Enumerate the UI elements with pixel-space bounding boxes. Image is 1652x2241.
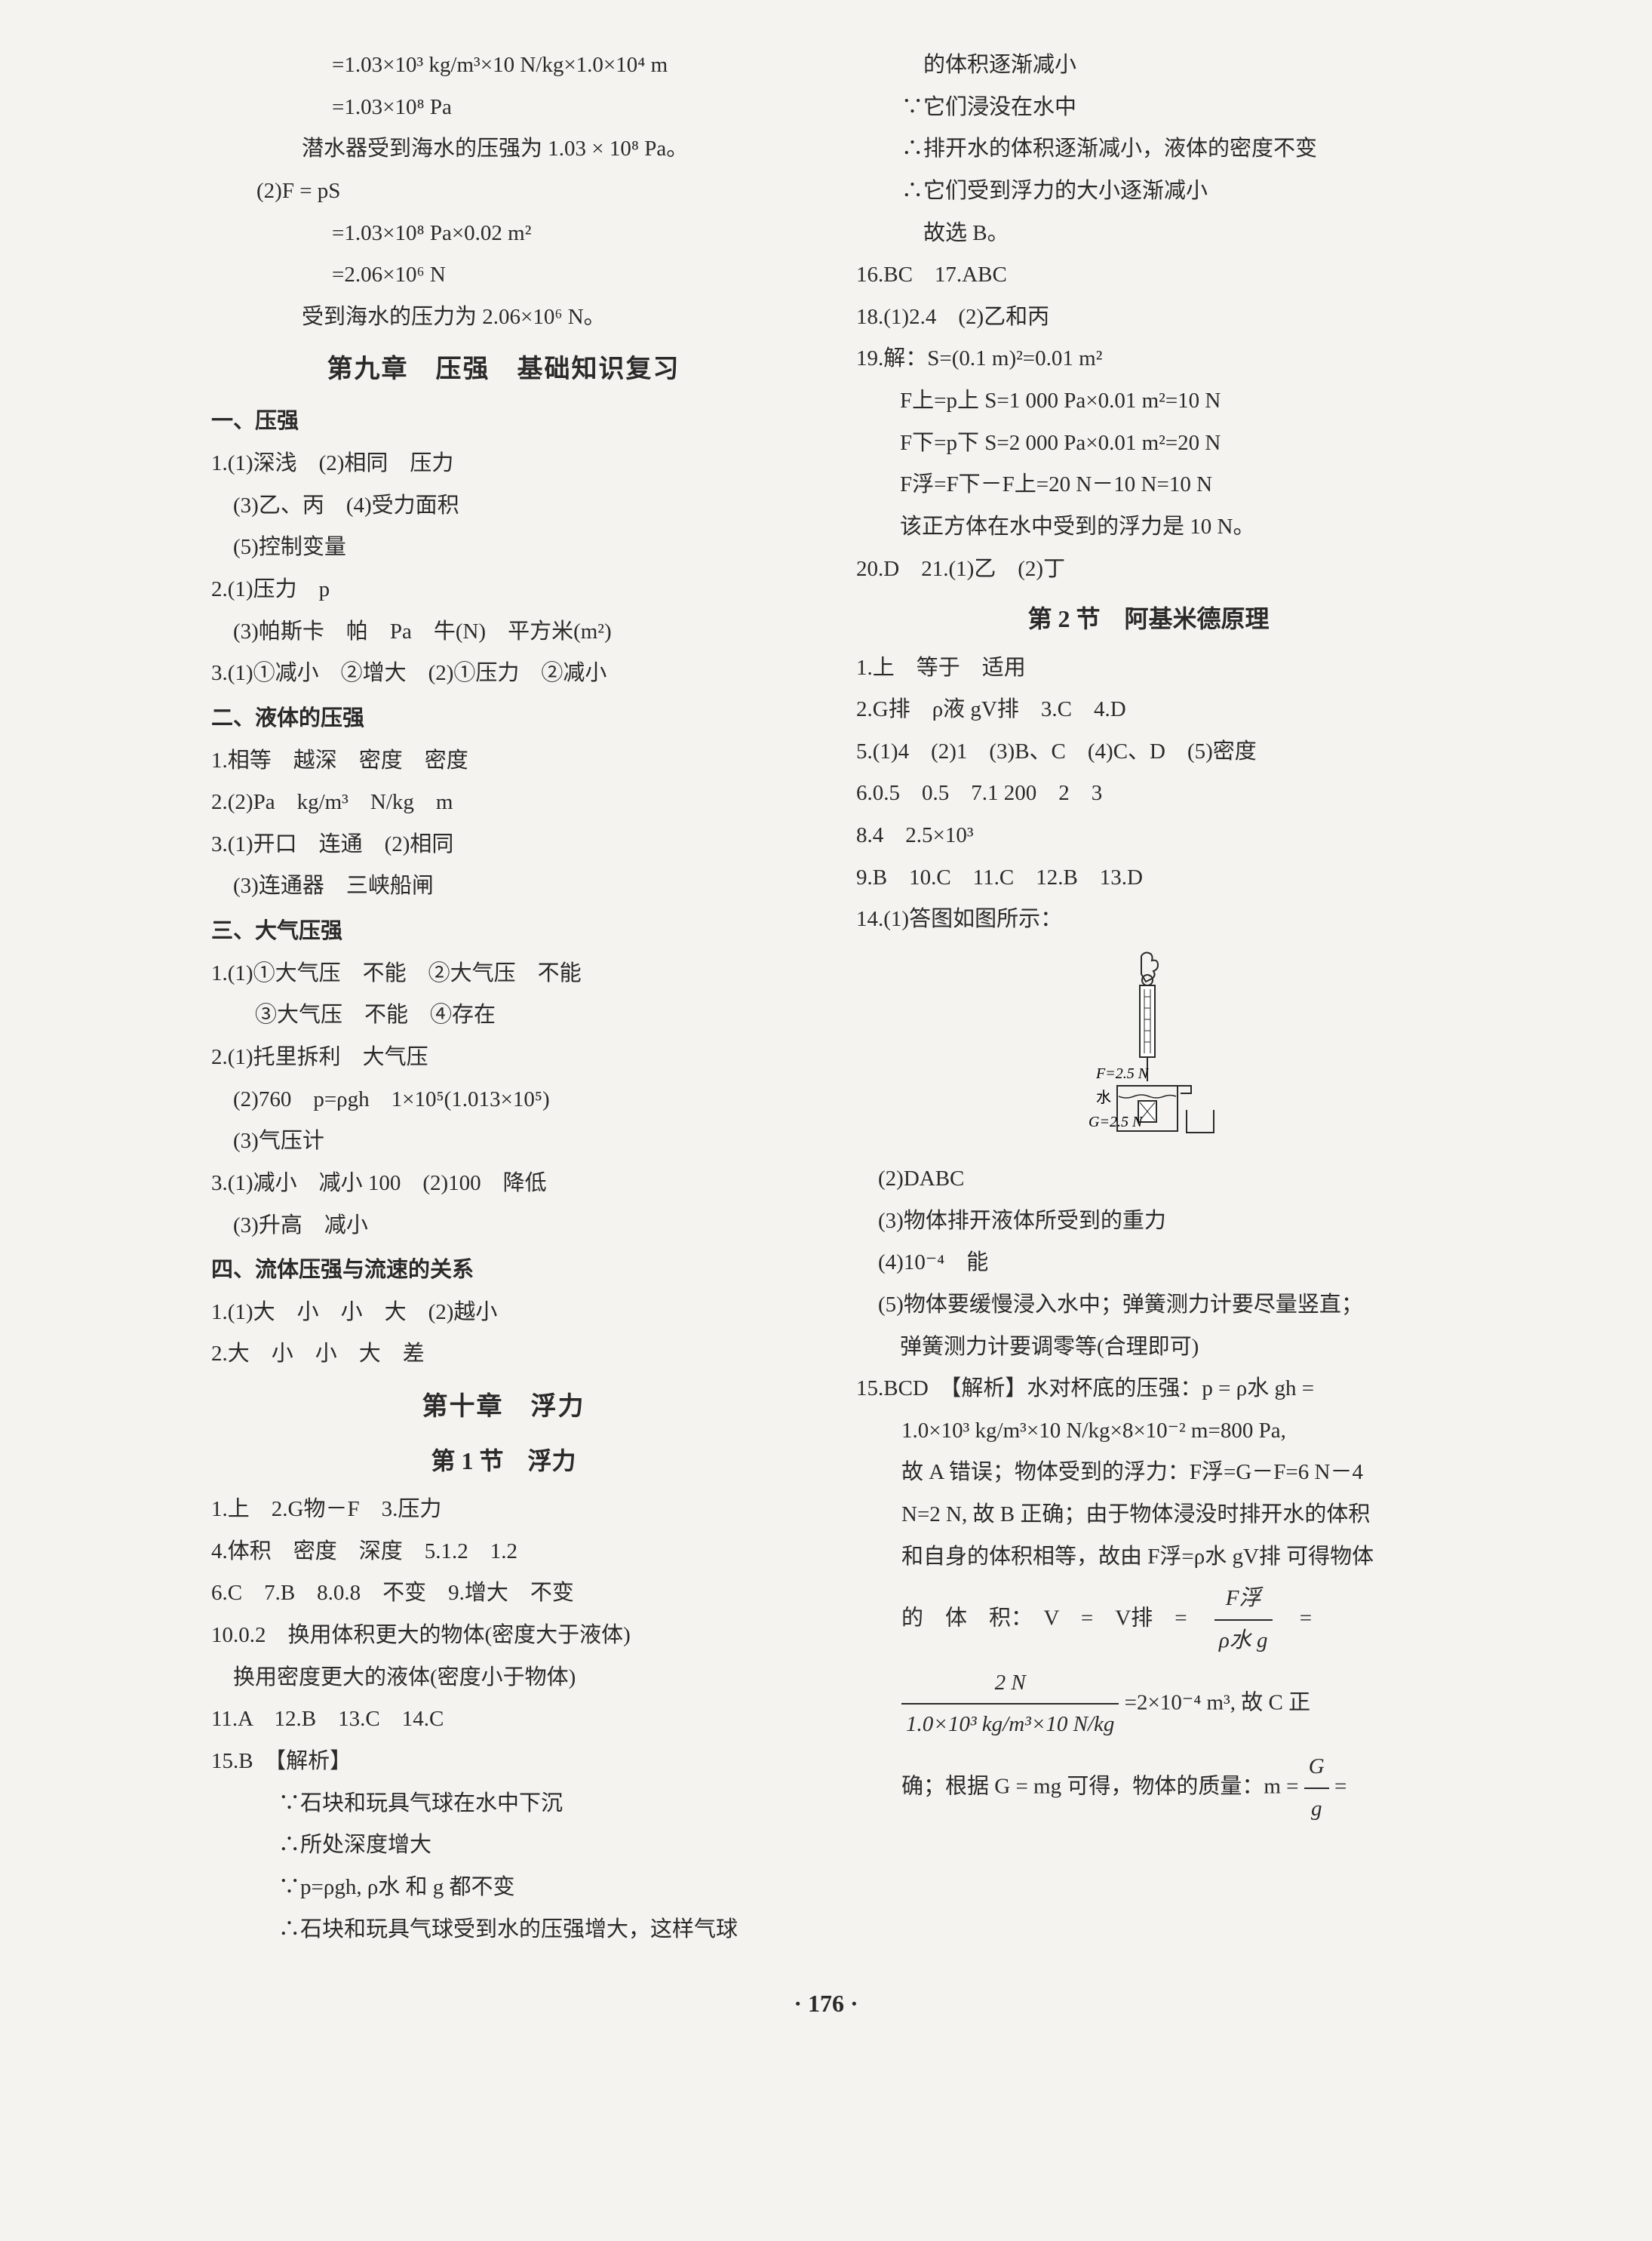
subheading-3: 三、大气压强 bbox=[211, 911, 796, 952]
calc-line: =1.03×10⁸ Pa bbox=[211, 88, 796, 128]
answer-line: 14.(1)答图如图所示： bbox=[856, 899, 1441, 940]
calc-line: =1.03×10³ kg/m³×10 N/kg×1.0×10⁴ m bbox=[211, 45, 796, 86]
answer-line: 16.BC 17.ABC bbox=[856, 255, 1441, 296]
fraction-denominator: ρ水 g bbox=[1214, 1621, 1273, 1662]
fraction-denominator: 1.0×10³ kg/m³×10 N/kg bbox=[901, 1705, 1119, 1745]
answer-line: 6.0.5 0.5 7.1 200 2 3 bbox=[856, 773, 1441, 814]
answer-line: (5)物体要缓慢浸入水中；弹簧测力计要尽量竖直； bbox=[856, 1285, 1441, 1326]
answer-line: F浮=F下－F上=20 N－10 N=10 N bbox=[856, 465, 1441, 506]
answer-line: 的体积逐渐减小 bbox=[856, 45, 1441, 86]
answer-line: 换用密度更大的液体(密度小于物体) bbox=[211, 1658, 796, 1698]
answer-line: 3.(1)减小 减小 100 (2)100 降低 bbox=[211, 1164, 796, 1204]
answer-line: 2.大 小 小 大 差 bbox=[211, 1334, 796, 1375]
answer-line: (5)控制变量 bbox=[211, 527, 796, 568]
q15-line: N=2 N, 故 B 正确；由于物体浸没时排开水的体积 bbox=[856, 1495, 1441, 1536]
section-1-heading: 第 1 节 浮力 bbox=[211, 1439, 796, 1483]
q15-line: 和自身的体积相等，故由 F浮=ρ水 gV排 可得物体 bbox=[856, 1537, 1441, 1578]
answer-line: 2.(1)托里拆利 大气压 bbox=[211, 1038, 796, 1078]
spring-scale-diagram: F=2.5 N 水 G=2.5 N bbox=[1051, 951, 1247, 1148]
answer-line: 3.(1)开口 连通 (2)相同 bbox=[211, 825, 796, 865]
answer-line: 该正方体在水中受到的浮力是 10 N。 bbox=[856, 507, 1441, 548]
answer-line: (3)乙、丙 (4)受力面积 bbox=[211, 486, 796, 527]
q15-line: 1.0×10³ kg/m³×10 N/kg×8×10⁻² m=800 Pa, bbox=[856, 1411, 1441, 1452]
force-label: F=2.5 N bbox=[1095, 1065, 1150, 1082]
calc-line: (2)F = pS bbox=[211, 171, 796, 212]
answer-line: 1.上 2.G物－F 3.压力 bbox=[211, 1489, 796, 1530]
page-number: · 176 · bbox=[211, 1981, 1441, 2026]
answer-line: (3)连通器 三峡船闸 bbox=[211, 866, 796, 907]
answer-line: ∴所处深度增大 bbox=[211, 1825, 796, 1866]
answer-line: ∴石块和玩具气球受到水的压强增大，这样气球 bbox=[211, 1910, 796, 1950]
fraction-numerator: F浮 bbox=[1214, 1579, 1273, 1621]
fraction-numerator: 2 N bbox=[901, 1663, 1119, 1705]
calc-line: =1.03×10⁸ Pa×0.02 m² bbox=[211, 214, 796, 254]
text-span: 的 体 积： V = V排 = bbox=[901, 1606, 1209, 1631]
right-column: 的体积逐渐减小 ∵它们浸没在水中 ∴排开水的体积逐渐减小，液体的密度不变 ∴它们… bbox=[856, 45, 1441, 1951]
answer-line: 2.(2)Pa kg/m³ N/kg m bbox=[211, 782, 796, 823]
answer-line: 4.体积 密度 深度 5.1.2 1.2 bbox=[211, 1532, 796, 1572]
answer-line: 1.(1)深浅 (2)相同 压力 bbox=[211, 444, 796, 484]
answer-line: (4)10⁻⁴ 能 bbox=[856, 1243, 1441, 1283]
answer-line: ③大气压 不能 ④存在 bbox=[211, 995, 796, 1036]
answer-line: ∵它们浸没在水中 bbox=[856, 88, 1441, 128]
fraction: G g bbox=[1304, 1747, 1329, 1829]
subheading-1: 一、压强 bbox=[211, 401, 796, 442]
answer-line: (3)升高 减小 bbox=[211, 1206, 796, 1247]
chapter-9-heading: 第九章 压强 基础知识复习 bbox=[211, 346, 796, 394]
answer-line: 1.(1)①大气压 不能 ②大气压 不能 bbox=[211, 954, 796, 994]
answer-line: (3)气压计 bbox=[211, 1121, 796, 1162]
answer-line: 18.(1)2.4 (2)乙和丙 bbox=[856, 297, 1441, 338]
text-span: 确；根据 G = mg 可得，物体的质量：m = bbox=[901, 1774, 1304, 1798]
answer-line: F上=p上 S=1 000 Pa×0.01 m²=10 N bbox=[856, 381, 1441, 422]
q15-line: 2 N 1.0×10³ kg/m³×10 N/kg =2×10⁻⁴ m³, 故 … bbox=[856, 1663, 1441, 1745]
fraction: 2 N 1.0×10³ kg/m³×10 N/kg bbox=[901, 1663, 1119, 1745]
answer-line: 1.(1)大 小 小 大 (2)越小 bbox=[211, 1293, 796, 1333]
answer-line: (2)DABC bbox=[856, 1159, 1441, 1200]
q15-line: 15.BCD 【解析】水对杯底的压强：p = ρ水 gh = bbox=[856, 1369, 1441, 1409]
q15-line: 故 A 错误；物体受到的浮力：F浮=G－F=6 N－4 bbox=[856, 1452, 1441, 1493]
q15-line: 的 体 积： V = V排 = F浮 ρ水 g = bbox=[856, 1579, 1441, 1661]
text-span: =2×10⁻⁴ m³, 故 C 正 bbox=[1125, 1690, 1310, 1714]
fraction-denominator: g bbox=[1304, 1789, 1329, 1830]
answer-line: 5.(1)4 (2)1 (3)B、C (4)C、D (5)密度 bbox=[856, 732, 1441, 773]
answer-line: 20.D 21.(1)乙 (2)丁 bbox=[856, 549, 1441, 590]
answer-line: 故选 B。 bbox=[856, 214, 1441, 254]
water-label: 水 bbox=[1096, 1089, 1111, 1106]
text-span: = bbox=[1278, 1606, 1312, 1631]
answer-line: 8.4 2.5×10³ bbox=[856, 816, 1441, 856]
answer-line: 9.B 10.C 11.C 12.B 13.D bbox=[856, 858, 1441, 899]
answer-line: 弹簧测力计要调零等(合理即可) bbox=[856, 1327, 1441, 1368]
fraction-numerator: G bbox=[1304, 1747, 1329, 1789]
answer-line: 2.(1)压力 p bbox=[211, 570, 796, 610]
answer-line: ∴它们受到浮力的大小逐渐减小 bbox=[856, 171, 1441, 212]
answer-line: 11.A 12.B 13.C 14.C bbox=[211, 1699, 796, 1740]
chapter-10-heading: 第十章 浮力 bbox=[211, 1384, 796, 1431]
weight-label: G=2.5 N bbox=[1089, 1114, 1144, 1130]
answer-line: 1.上 等于 适用 bbox=[856, 648, 1441, 689]
answer-line: 6.C 7.B 8.0.8 不变 9.增大 不变 bbox=[211, 1573, 796, 1614]
answer-line: (3)帕斯卡 帕 Pa 牛(N) 平方米(m²) bbox=[211, 612, 796, 653]
fraction: F浮 ρ水 g bbox=[1214, 1579, 1273, 1661]
q15-line: 确；根据 G = mg 可得，物体的质量：m = G g = bbox=[856, 1747, 1441, 1829]
calc-line: 潜水器受到海水的压强为 1.03 × 10⁸ Pa。 bbox=[211, 129, 796, 170]
answer-line: 19.解：S=(0.1 m)²=0.01 m² bbox=[856, 339, 1441, 380]
left-column: =1.03×10³ kg/m³×10 N/kg×1.0×10⁴ m =1.03×… bbox=[211, 45, 796, 1951]
answer-line: 2.G排 ρ液 gV排 3.C 4.D bbox=[856, 690, 1441, 730]
answer-line: 3.(1)①减小 ②增大 (2)①压力 ②减小 bbox=[211, 653, 796, 694]
subheading-2: 二、液体的压强 bbox=[211, 699, 796, 739]
answer-line: ∴排开水的体积逐渐减小，液体的密度不变 bbox=[856, 129, 1441, 170]
answer-line: (2)760 p=ρgh 1×10⁵(1.013×10⁵) bbox=[211, 1080, 796, 1120]
answer-line: 10.0.2 换用体积更大的物体(密度大于液体) bbox=[211, 1615, 796, 1656]
answer-line: ∵石块和玩具气球在水中下沉 bbox=[211, 1784, 796, 1824]
section-2-heading: 第 2 节 阿基米德原理 bbox=[856, 597, 1441, 641]
calc-line: =2.06×10⁶ N bbox=[211, 255, 796, 296]
calc-line: 受到海水的压力为 2.06×10⁶ N。 bbox=[211, 297, 796, 338]
answer-line: 15.B 【解析】 bbox=[211, 1741, 796, 1782]
answer-line: (3)物体排开液体所受到的重力 bbox=[856, 1201, 1441, 1242]
subheading-4: 四、流体压强与流速的关系 bbox=[211, 1250, 796, 1291]
answer-line: 1.相等 越深 密度 密度 bbox=[211, 741, 796, 782]
text-span: = bbox=[1334, 1774, 1346, 1798]
answer-line: F下=p下 S=2 000 Pa×0.01 m²=20 N bbox=[856, 423, 1441, 464]
answer-line: ∵p=ρgh, ρ水 和 g 都不变 bbox=[211, 1868, 796, 1908]
